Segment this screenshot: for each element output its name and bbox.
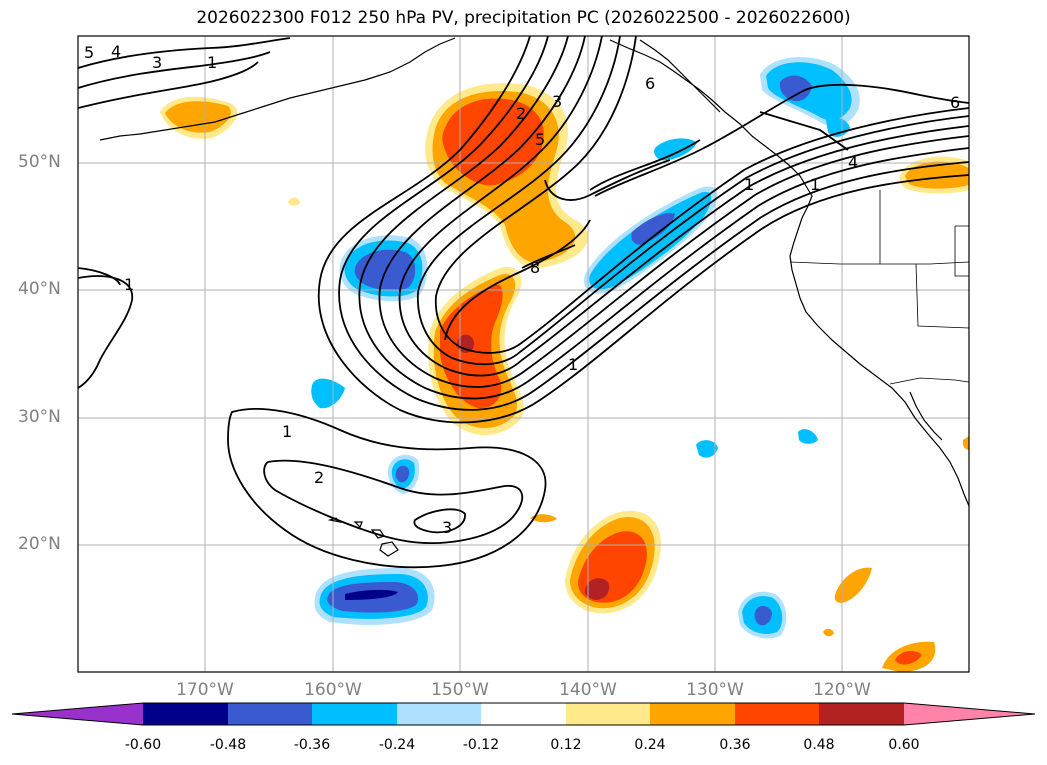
contour-label: 2	[516, 104, 526, 123]
colorbar-tick: -0.24	[378, 737, 416, 753]
map-title: 2026022300 F012 250 hPa PV, precipitatio…	[196, 8, 851, 28]
lat-label: 30°N	[18, 407, 61, 427]
contour-label: 3	[552, 92, 562, 111]
precip-negative-shading	[311, 57, 860, 639]
lat-lon-grid	[78, 36, 969, 672]
contour-label: 6	[645, 74, 655, 93]
colorbar-tick: -0.12	[462, 737, 500, 753]
pv-contours	[78, 36, 969, 569]
colorbar-tick: 0.24	[634, 737, 666, 753]
lat-label: 50°N	[18, 152, 61, 172]
colorbar-segment	[650, 703, 735, 725]
colorbar-segment	[481, 703, 566, 725]
colorbar-tick: 0.60	[888, 737, 920, 753]
contour-labels: 5 4 3 1 1 6 2 3 5 1 8 1 1 1 2 3 6 4	[84, 42, 960, 537]
contour-label: 3	[442, 518, 452, 537]
colorbar-segment	[819, 703, 904, 725]
contour-label: 5	[535, 130, 545, 149]
colorbar-tick: -0.60	[124, 737, 162, 753]
contour-label: 1	[568, 355, 578, 374]
colorbar-tick: 0.12	[550, 737, 582, 753]
contour-label: 1	[810, 175, 820, 194]
contour-label: 1	[124, 275, 134, 294]
contour-label: 1	[282, 422, 292, 441]
colorbar-tick: 0.48	[803, 737, 835, 753]
lon-label: 160°W	[304, 680, 362, 700]
colorbar-segment	[312, 703, 397, 725]
colorbar-extend-min	[12, 703, 143, 725]
colorbar-tick: -0.36	[293, 737, 331, 753]
colorbar-segment	[566, 703, 650, 725]
colorbar-extend-max	[904, 703, 1035, 725]
lon-label: 150°W	[431, 680, 489, 700]
contour-label: 5	[84, 43, 94, 62]
colorbar-segment	[228, 703, 312, 725]
contour-label: 6	[950, 93, 960, 112]
colorbar-tick: 0.36	[719, 737, 751, 753]
lon-label: 140°W	[559, 680, 617, 700]
lat-label: 20°N	[18, 534, 61, 554]
lon-label: 120°W	[813, 680, 871, 700]
lon-label: 170°W	[176, 680, 234, 700]
contour-label: 4	[111, 42, 121, 61]
map-frame	[77, 35, 970, 673]
lat-label: 40°N	[18, 279, 61, 299]
colorbar-tick: -0.48	[209, 737, 247, 753]
contour-label: 8	[530, 258, 540, 277]
contour-label: 3	[152, 53, 162, 72]
contour-label: 1	[744, 175, 754, 194]
contour-label: 4	[848, 153, 858, 172]
lon-label: 130°W	[686, 680, 744, 700]
colorbar-segment	[735, 703, 819, 725]
colorbar	[11, 702, 1036, 726]
contour-label: 2	[314, 468, 324, 487]
colorbar-segment	[397, 703, 481, 725]
colorbar-segment	[143, 703, 228, 725]
contour-label: 1	[207, 53, 217, 72]
